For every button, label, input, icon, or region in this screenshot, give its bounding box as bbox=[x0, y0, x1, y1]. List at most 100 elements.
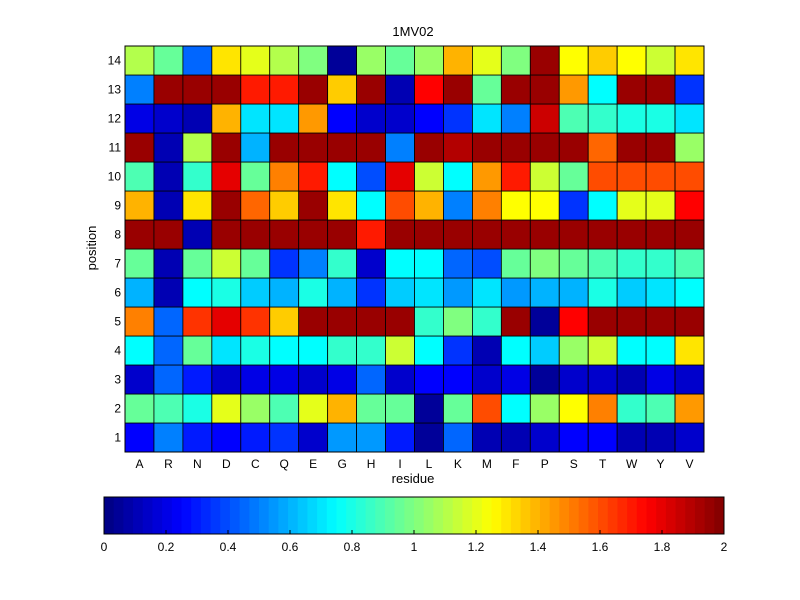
heatmap-cell bbox=[385, 74, 415, 105]
heatmap-cell bbox=[240, 422, 271, 453]
colorbar-tick-label: 0 bbox=[101, 540, 108, 554]
heatmap-cell bbox=[356, 364, 386, 395]
colorbar-segment bbox=[462, 497, 473, 534]
heatmap-cell bbox=[327, 74, 357, 105]
heatmap-cell bbox=[269, 422, 300, 453]
heatmap-cell bbox=[385, 161, 415, 192]
heatmap-cell bbox=[269, 335, 300, 366]
colorbar-tick-label: 1 bbox=[411, 540, 418, 554]
colorbar-tick-label: 2 bbox=[721, 540, 728, 554]
heatmap-cell bbox=[211, 74, 242, 105]
colorbar-tick-label: 0.2 bbox=[158, 540, 175, 554]
heatmap-cell bbox=[500, 74, 531, 105]
colorbar-segment bbox=[375, 497, 386, 534]
heatmap-cell bbox=[558, 364, 589, 395]
heatmap-cell bbox=[211, 190, 242, 221]
heatmap-cell bbox=[558, 248, 589, 279]
heatmap-cell bbox=[153, 422, 184, 453]
heatmap-cell bbox=[616, 335, 647, 366]
heatmap-cell bbox=[645, 103, 676, 134]
colorbar-tick-label: 1.8 bbox=[654, 540, 671, 554]
heatmap-cell bbox=[414, 422, 444, 453]
heatmap-cell bbox=[182, 219, 213, 250]
heatmap-cell bbox=[414, 74, 444, 105]
heatmap-cell bbox=[385, 393, 415, 424]
heatmap-cell bbox=[298, 277, 329, 308]
heatmap-cell bbox=[298, 335, 329, 366]
heatmap-cell bbox=[443, 45, 473, 76]
heatmap-cell bbox=[211, 277, 242, 308]
heatmap-cell bbox=[356, 306, 386, 337]
heatmap-cell bbox=[414, 45, 444, 76]
heatmap-cell bbox=[616, 103, 647, 134]
heatmap-cell bbox=[558, 190, 589, 221]
colorbar-segment bbox=[588, 497, 599, 534]
heatmap-cell bbox=[153, 103, 184, 134]
heatmap-cell bbox=[471, 422, 502, 453]
heatmap-cell bbox=[414, 306, 444, 337]
heatmap-cell bbox=[616, 306, 647, 337]
heatmap-cell bbox=[443, 393, 473, 424]
x-tick-label: F bbox=[512, 457, 519, 471]
colorbar-segment bbox=[268, 497, 279, 534]
heatmap-cell bbox=[211, 219, 242, 250]
heatmap-cell bbox=[298, 219, 329, 250]
colorbar-segment bbox=[481, 497, 492, 534]
heatmap-cell bbox=[674, 335, 705, 366]
heatmap-cell bbox=[645, 132, 676, 163]
heatmap-cell bbox=[645, 190, 676, 221]
heatmap-cell bbox=[240, 132, 271, 163]
heatmap-cell bbox=[674, 277, 705, 308]
colorbar-segment bbox=[249, 497, 260, 534]
heatmap-cell bbox=[616, 190, 647, 221]
heatmap-cell bbox=[587, 393, 618, 424]
heatmap-cell bbox=[414, 277, 444, 308]
heatmap-cell bbox=[240, 74, 271, 105]
x-tick-label: Y bbox=[657, 457, 665, 471]
colorbar-tick-label: 0.8 bbox=[344, 540, 361, 554]
heatmap-cell bbox=[298, 132, 329, 163]
heatmap-cell bbox=[269, 45, 300, 76]
colorbar-segment bbox=[239, 497, 250, 534]
heatmap-cell bbox=[471, 335, 502, 366]
x-tick-label: W bbox=[626, 457, 638, 471]
heatmap-cell bbox=[298, 393, 329, 424]
heatmap-cell bbox=[153, 248, 184, 279]
heatmap-cell bbox=[298, 161, 329, 192]
heatmap-cell bbox=[443, 364, 473, 395]
heatmap-cell bbox=[674, 103, 705, 134]
colorbar-segment bbox=[433, 497, 444, 534]
heatmap-cell bbox=[327, 393, 357, 424]
heatmap-cell bbox=[529, 422, 560, 453]
colorbar-segment bbox=[133, 497, 144, 534]
heatmap-cell bbox=[558, 422, 589, 453]
heatmap-cell bbox=[443, 132, 473, 163]
heatmap-cell bbox=[443, 335, 473, 366]
colorbar-segment bbox=[617, 497, 628, 534]
heatmap-cell bbox=[269, 103, 300, 134]
heatmap-cell bbox=[587, 103, 618, 134]
heatmap-cell bbox=[616, 219, 647, 250]
x-tick-label: H bbox=[367, 457, 376, 471]
heatmap-cell bbox=[414, 132, 444, 163]
colorbar-segment bbox=[627, 497, 638, 534]
heatmap-cell bbox=[182, 248, 213, 279]
y-tick-label: 13 bbox=[108, 83, 122, 97]
heatmap-cell bbox=[587, 132, 618, 163]
heatmap-cell bbox=[356, 422, 386, 453]
heatmap-cell bbox=[240, 364, 271, 395]
heatmap-cell bbox=[414, 248, 444, 279]
heatmap-cell bbox=[414, 161, 444, 192]
heatmap-cell bbox=[443, 248, 473, 279]
heatmap-cell bbox=[153, 74, 184, 105]
heatmap-cell bbox=[616, 161, 647, 192]
colorbar-segment bbox=[288, 497, 299, 534]
heatmap-cell bbox=[385, 422, 415, 453]
colorbar-tick-label: 1.4 bbox=[530, 540, 547, 554]
heatmap-cell bbox=[558, 45, 589, 76]
heatmap-cell bbox=[674, 422, 705, 453]
heatmap-cell bbox=[327, 422, 357, 453]
heatmap-cell bbox=[327, 306, 357, 337]
heatmap-cell bbox=[124, 219, 155, 250]
y-tick-label: 4 bbox=[114, 344, 121, 358]
